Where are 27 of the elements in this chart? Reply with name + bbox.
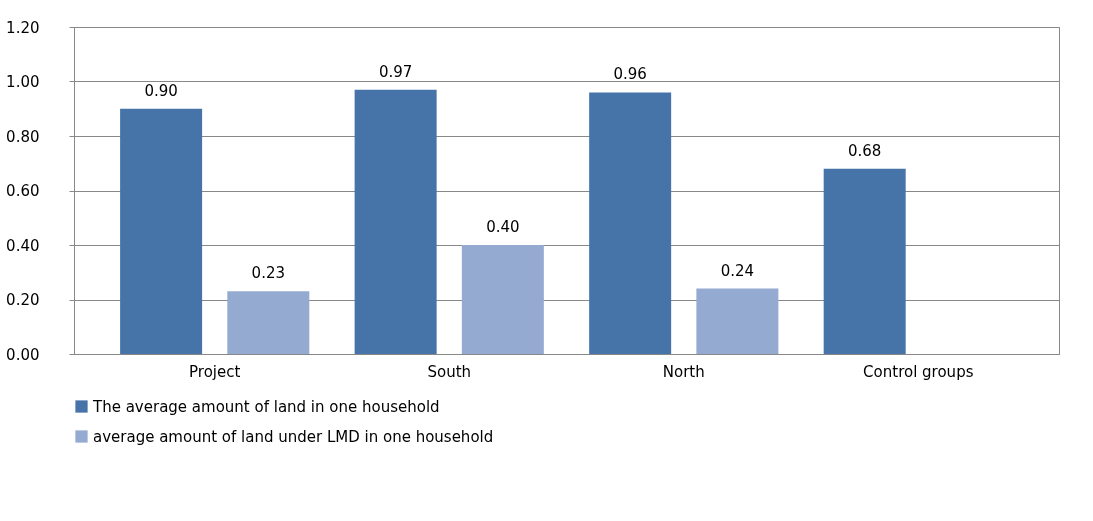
legend-label: The average amount of land in one household [92,397,440,416]
bar [354,89,437,354]
bar [589,92,672,354]
y-tick-label: 1.20 [6,18,40,37]
x-tick-label: South [427,362,472,381]
data-label: 0.68 [847,141,882,160]
x-tick-label: Project [189,362,241,381]
y-tick-label: 0.60 [6,182,40,200]
bar [823,168,906,354]
data-label: 0.97 [378,62,413,81]
bar [227,291,310,354]
data-label: 0.40 [486,218,520,236]
x-tick-label: Control groups [863,362,974,381]
y-tick-label: 0.20 [6,291,40,309]
y-tick-label: 1.00 [6,73,40,91]
bar [461,245,544,354]
y-tick-label: 0.80 [6,127,40,146]
bar [120,108,203,354]
y-tick-label: 0.00 [6,345,40,364]
legend-label: average amount of land under LMD in one household [93,427,494,446]
x-tick-label: North [662,362,705,381]
data-label: 0.24 [720,261,755,280]
data-label: 0.90 [144,81,178,100]
data-label: 0.96 [613,65,647,84]
data-label: 0.23 [251,264,286,283]
y-tick-label: 0.40 [6,236,40,255]
bar [696,288,779,354]
